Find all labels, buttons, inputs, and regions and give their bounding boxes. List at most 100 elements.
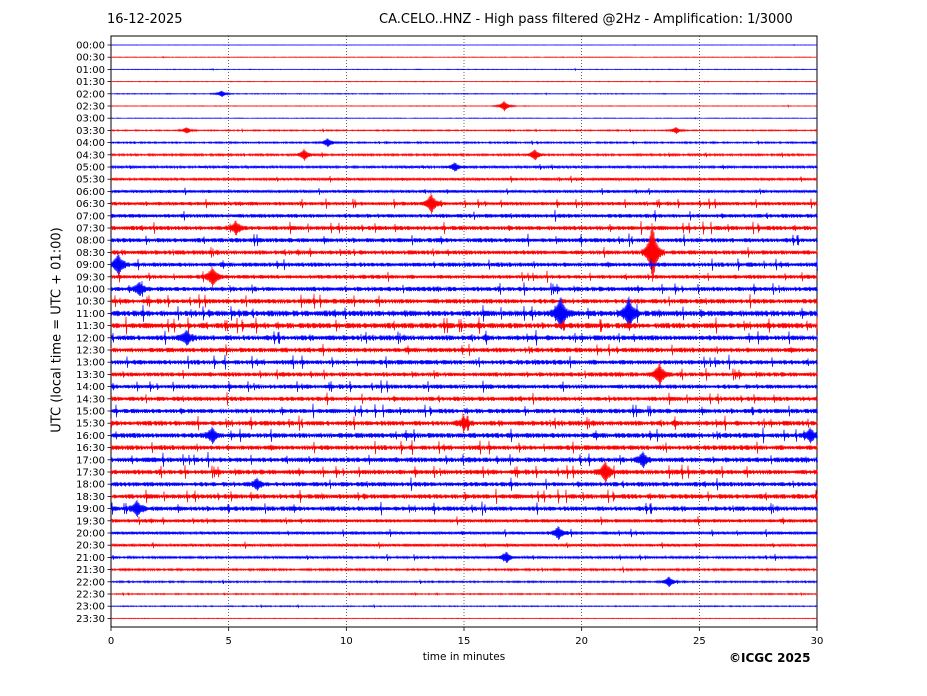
trace-0100 bbox=[110, 67, 818, 72]
x-tick-label: 15 bbox=[458, 636, 471, 647]
trace-1830 bbox=[110, 488, 818, 505]
trace-1100 bbox=[110, 296, 818, 331]
trace-0130 bbox=[110, 80, 818, 83]
x-tick-label: 0 bbox=[108, 636, 114, 647]
y-tick-label: 23:00 bbox=[76, 602, 105, 613]
trace-1930 bbox=[110, 516, 818, 526]
y-tick-label: 07:30 bbox=[76, 224, 105, 235]
y-tick-label: 19:30 bbox=[76, 516, 105, 527]
trace-1900 bbox=[110, 499, 818, 518]
y-tick-label: 15:00 bbox=[76, 407, 105, 418]
trace-1230 bbox=[110, 343, 818, 357]
y-tick-label: 12:30 bbox=[76, 346, 105, 357]
trace-1800 bbox=[110, 477, 818, 492]
trace-1200 bbox=[110, 329, 818, 346]
y-tick-label: 14:30 bbox=[76, 394, 105, 405]
trace-1030 bbox=[110, 293, 818, 309]
trace-1600 bbox=[110, 426, 818, 445]
x-tick-label: 30 bbox=[811, 636, 824, 647]
y-tick-label: 21:00 bbox=[76, 553, 105, 564]
y-tick-label: 06:00 bbox=[76, 187, 105, 198]
trace-0430 bbox=[110, 148, 818, 161]
y-tick-label: 10:00 bbox=[76, 285, 105, 296]
y-tick-label: 18:30 bbox=[76, 492, 105, 503]
trace-1530 bbox=[110, 413, 818, 434]
trace-2030 bbox=[110, 541, 818, 549]
trace-0830 bbox=[110, 223, 818, 282]
trace-1700 bbox=[110, 451, 818, 469]
y-tick-label: 10:30 bbox=[76, 297, 105, 308]
y-tick-label: 05:30 bbox=[76, 175, 105, 186]
trace-2000 bbox=[110, 526, 818, 540]
trace-2200 bbox=[110, 576, 818, 587]
trace-2330 bbox=[110, 617, 818, 620]
trace-0500 bbox=[110, 162, 818, 172]
y-tick-label: 08:30 bbox=[76, 248, 105, 259]
trace-1000 bbox=[110, 281, 818, 297]
y-tick-label: 17:30 bbox=[76, 468, 105, 479]
copyright-label: ©ICGC 2025 bbox=[729, 651, 811, 665]
y-tick-label: 17:00 bbox=[76, 455, 105, 466]
trace-0230 bbox=[110, 100, 818, 112]
trace-1300 bbox=[110, 354, 818, 370]
y-tick-label: 23:30 bbox=[76, 614, 105, 625]
chart-title: CA.CELO..HNZ - High pass filtered @2Hz -… bbox=[379, 12, 793, 27]
trace-0600 bbox=[110, 187, 818, 196]
trace-1630 bbox=[110, 440, 818, 456]
y-tick-label: 12:00 bbox=[76, 333, 105, 344]
y-tick-label: 16:00 bbox=[76, 431, 105, 442]
x-tick-label: 10 bbox=[340, 636, 353, 647]
trace-1330 bbox=[110, 363, 818, 386]
y-tick-label: 08:00 bbox=[76, 236, 105, 247]
y-tick-label: 09:00 bbox=[76, 260, 105, 271]
y-tick-label: 09:30 bbox=[76, 272, 105, 283]
y-tick-label: 01:00 bbox=[76, 65, 105, 76]
y-tick-label: 00:00 bbox=[76, 41, 105, 52]
trace-0300 bbox=[110, 116, 818, 120]
trace-0200 bbox=[110, 90, 818, 97]
y-tick-label: 22:30 bbox=[76, 590, 105, 601]
trace-2230 bbox=[110, 591, 818, 597]
trace-0330 bbox=[110, 126, 818, 134]
y-tick-label: 11:30 bbox=[76, 321, 105, 332]
trace-1730 bbox=[110, 461, 818, 483]
trace-0800 bbox=[110, 233, 818, 248]
trace-0530 bbox=[110, 175, 818, 183]
y-tick-label: 07:00 bbox=[76, 211, 105, 222]
y-tick-label: 04:00 bbox=[76, 138, 105, 149]
y-axis-label: UTC (local time = UTC + 01:00) bbox=[49, 227, 65, 433]
trace-0700 bbox=[110, 209, 818, 222]
y-tick-label: 01:30 bbox=[76, 77, 105, 88]
x-axis-label: time in minutes bbox=[422, 651, 506, 663]
trace-0400 bbox=[110, 138, 818, 147]
trace-1430 bbox=[110, 392, 818, 406]
y-tick-label: 05:00 bbox=[76, 163, 105, 174]
trace-2300 bbox=[110, 603, 818, 609]
y-tick-label: 13:00 bbox=[76, 358, 105, 369]
y-tick-label: 03:30 bbox=[76, 126, 105, 137]
y-tick-label: 04:30 bbox=[76, 150, 105, 161]
plot-frame bbox=[110, 35, 818, 628]
trace-0030 bbox=[110, 55, 818, 59]
y-tick-label: 16:30 bbox=[76, 443, 105, 454]
y-tick-label: 03:00 bbox=[76, 114, 105, 125]
y-tick-label: 18:00 bbox=[76, 480, 105, 491]
trace-0730 bbox=[110, 220, 818, 236]
y-tick-label: 02:30 bbox=[76, 102, 105, 113]
y-tick-label: 14:00 bbox=[76, 382, 105, 393]
y-tick-label: 15:30 bbox=[76, 419, 105, 430]
y-tick-label: 20:00 bbox=[76, 529, 105, 540]
y-tick-label: 13:30 bbox=[76, 370, 105, 381]
y-tick-label: 20:30 bbox=[76, 541, 105, 552]
y-tick-label: 19:00 bbox=[76, 504, 105, 515]
trace-0000 bbox=[110, 43, 818, 47]
y-tick-label: 00:30 bbox=[76, 53, 105, 64]
trace-1130 bbox=[110, 316, 818, 335]
y-tick-label: 06:30 bbox=[76, 199, 105, 210]
trace-2100 bbox=[110, 551, 818, 563]
x-tick-label: 25 bbox=[693, 636, 706, 647]
x-tick-label: 5 bbox=[225, 636, 231, 647]
y-tick-label: 22:00 bbox=[76, 577, 105, 588]
y-tick-label: 21:30 bbox=[76, 565, 105, 576]
